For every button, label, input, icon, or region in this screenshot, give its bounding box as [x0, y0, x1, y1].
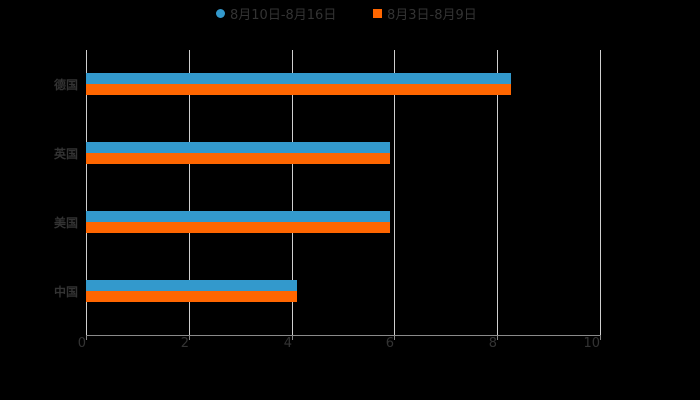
gridline — [394, 50, 395, 335]
y-axis-category-label: 中国 — [53, 285, 78, 299]
legend-square-icon — [373, 8, 382, 18]
x-axis-tick — [600, 335, 601, 340]
x-axis-tick-label: 6 — [385, 336, 394, 351]
gridline — [600, 50, 601, 335]
y-axis-category-label: 德国 — [53, 78, 78, 92]
bar-series-2[interactable] — [86, 291, 297, 302]
x-axis-tick — [189, 335, 190, 340]
x-axis-line — [86, 335, 600, 336]
bar-series-2[interactable] — [86, 153, 391, 164]
bar-series-2[interactable] — [86, 222, 391, 233]
y-axis-category-label: 美国 — [53, 216, 78, 230]
bar-series-1[interactable] — [86, 142, 391, 153]
gridline — [189, 50, 190, 335]
legend-circle-icon — [216, 8, 225, 18]
legend-label: 8月10日-8月16日 — [230, 7, 337, 23]
legend-item-series-2[interactable]: 8月3日-8月9日 — [373, 3, 477, 23]
bar-series-1[interactable] — [86, 211, 391, 222]
x-axis-tick-label: 0 — [77, 336, 86, 351]
bar-series-1[interactable] — [86, 280, 297, 291]
x-axis-tick-label: 4 — [283, 336, 292, 351]
x-axis-tick-label: 2 — [180, 336, 189, 351]
x-axis-tick — [292, 335, 293, 340]
x-axis-tick-label: 10 — [583, 336, 600, 351]
x-axis-tick — [497, 335, 498, 340]
legend-item-series-1[interactable]: 8月10日-8月16日 — [216, 3, 336, 23]
legend-label: 8月3日-8月9日 — [387, 7, 477, 23]
bar-series-2[interactable] — [86, 84, 512, 95]
x-axis-tick — [394, 335, 395, 340]
gridline — [86, 50, 87, 335]
gridline — [292, 50, 293, 335]
x-axis-tick — [86, 335, 87, 340]
x-axis-tick-label: 8 — [488, 336, 497, 351]
bar-series-1[interactable] — [86, 73, 512, 84]
gridline — [497, 50, 498, 335]
chart-legend: 8月10日-8月16日 8月3日-8月9日 — [0, 3, 700, 23]
y-axis-category-label: 英国 — [53, 147, 78, 161]
